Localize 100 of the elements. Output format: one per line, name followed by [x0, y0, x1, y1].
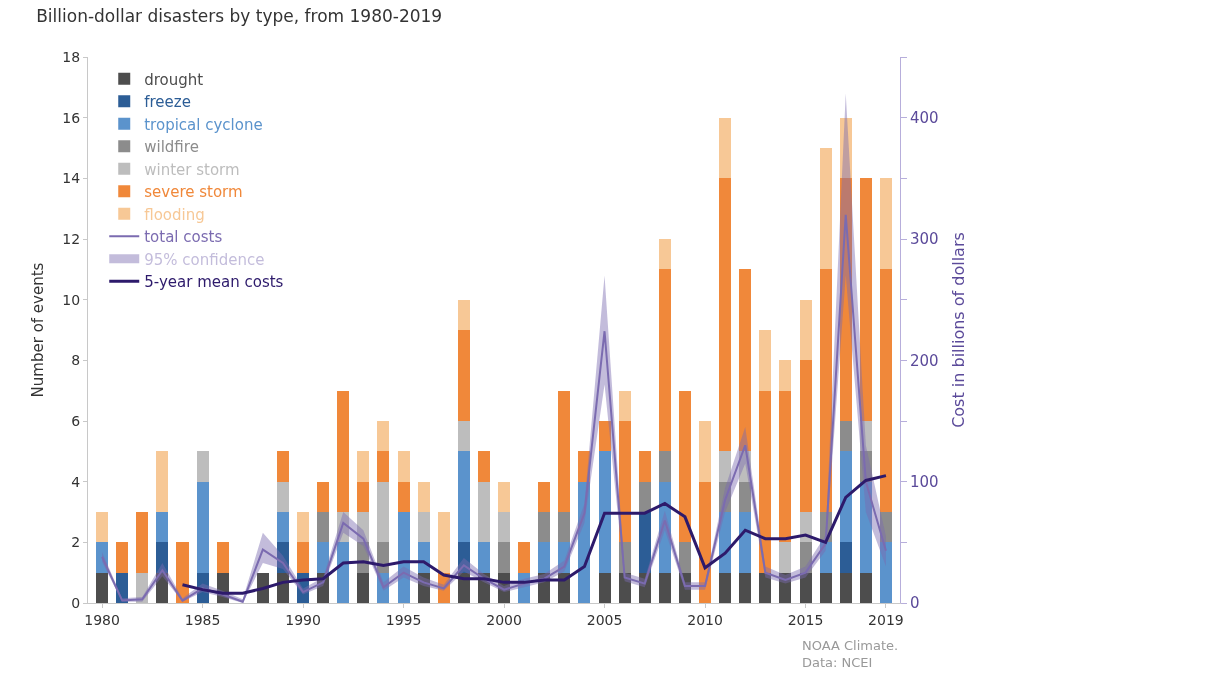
line-series — [180, 474, 888, 595]
bar — [879, 512, 892, 543]
bar — [477, 542, 490, 573]
bar — [859, 481, 872, 573]
bar — [377, 421, 390, 452]
bar — [196, 481, 209, 573]
legend-label: wildfire — [144, 138, 199, 157]
x-tick-label: 2019 — [868, 611, 904, 628]
y-axis-title: Number of events — [28, 262, 47, 398]
bar — [357, 481, 370, 512]
bar — [739, 572, 752, 603]
bar — [638, 481, 651, 512]
bar — [819, 572, 832, 603]
bar — [598, 572, 611, 603]
bar — [678, 390, 691, 543]
bar — [739, 269, 752, 452]
y2-tick-label: 100 — [910, 472, 939, 491]
y-tick-label: 12 — [62, 230, 81, 247]
bar — [779, 390, 792, 543]
bar — [839, 572, 852, 603]
bar — [196, 451, 209, 482]
bar — [618, 390, 631, 421]
x-tick-label: 2015 — [787, 611, 824, 628]
bar — [558, 512, 571, 543]
bar — [96, 542, 109, 573]
bar — [498, 481, 511, 512]
bar — [658, 269, 671, 452]
bar — [759, 572, 772, 603]
text: NOAA Climate. Data: NCEI — [802, 638, 899, 670]
bar — [297, 512, 310, 543]
bar — [457, 542, 470, 573]
bar — [417, 481, 430, 512]
bar — [658, 572, 671, 603]
bar — [96, 512, 109, 543]
bar — [216, 542, 229, 573]
bar — [437, 512, 450, 573]
x-tick-label: 2000 — [486, 611, 522, 628]
bar — [658, 451, 671, 482]
bar — [819, 269, 832, 512]
x-tick-label: 1990 — [285, 611, 321, 628]
bar — [357, 512, 370, 543]
bar — [839, 117, 852, 179]
bar — [759, 330, 772, 391]
bar — [759, 390, 772, 573]
bar — [719, 572, 732, 603]
bar — [839, 421, 852, 452]
bar — [357, 572, 370, 603]
bar — [276, 481, 289, 512]
bar — [136, 512, 149, 573]
bar — [156, 451, 169, 512]
bar — [538, 542, 551, 573]
bar — [317, 481, 330, 512]
bar — [156, 512, 169, 543]
bar — [156, 572, 169, 603]
bar — [377, 451, 390, 482]
bar — [518, 542, 531, 573]
bar — [779, 360, 792, 391]
bar — [638, 512, 651, 573]
bar — [457, 330, 470, 421]
y2-tick-label: 200 — [910, 351, 939, 370]
bar — [839, 451, 852, 543]
bar — [417, 512, 430, 543]
bar — [498, 512, 511, 543]
bar — [176, 542, 189, 603]
bar — [859, 572, 872, 603]
bar — [699, 481, 712, 603]
bar — [799, 542, 812, 573]
legend-label: flooding — [144, 205, 205, 224]
bar — [719, 178, 732, 452]
y-tick-label: 0 — [71, 594, 81, 611]
bar — [859, 178, 872, 421]
bar — [618, 572, 631, 603]
bar — [477, 481, 490, 543]
x-tick-label: 1985 — [184, 611, 221, 628]
bar — [598, 421, 611, 452]
x-tick-label: 2005 — [586, 611, 623, 628]
y-tick-label: 8 — [71, 352, 81, 369]
bar — [397, 481, 410, 512]
y-tick-label: 14 — [62, 170, 81, 187]
y2-tick-label: 400 — [910, 108, 939, 127]
bar — [337, 542, 350, 603]
legend-label: severe storm — [144, 183, 243, 202]
legend-label: total costs — [144, 228, 223, 247]
y-tick-label: 4 — [71, 473, 81, 490]
bar — [538, 512, 551, 543]
y2-tick-label: 300 — [910, 230, 939, 249]
bar — [337, 390, 350, 512]
bar — [457, 299, 470, 330]
bar — [699, 421, 712, 482]
bar — [397, 451, 410, 482]
y-tick-label: 2 — [71, 534, 81, 551]
bar — [779, 542, 792, 573]
bar — [839, 542, 852, 573]
legend-label: drought — [144, 70, 204, 89]
bar — [799, 360, 812, 512]
bar — [719, 451, 732, 482]
bar — [477, 451, 490, 482]
bar — [739, 512, 752, 573]
legend-label: winter storm — [144, 160, 240, 179]
bar — [276, 451, 289, 482]
